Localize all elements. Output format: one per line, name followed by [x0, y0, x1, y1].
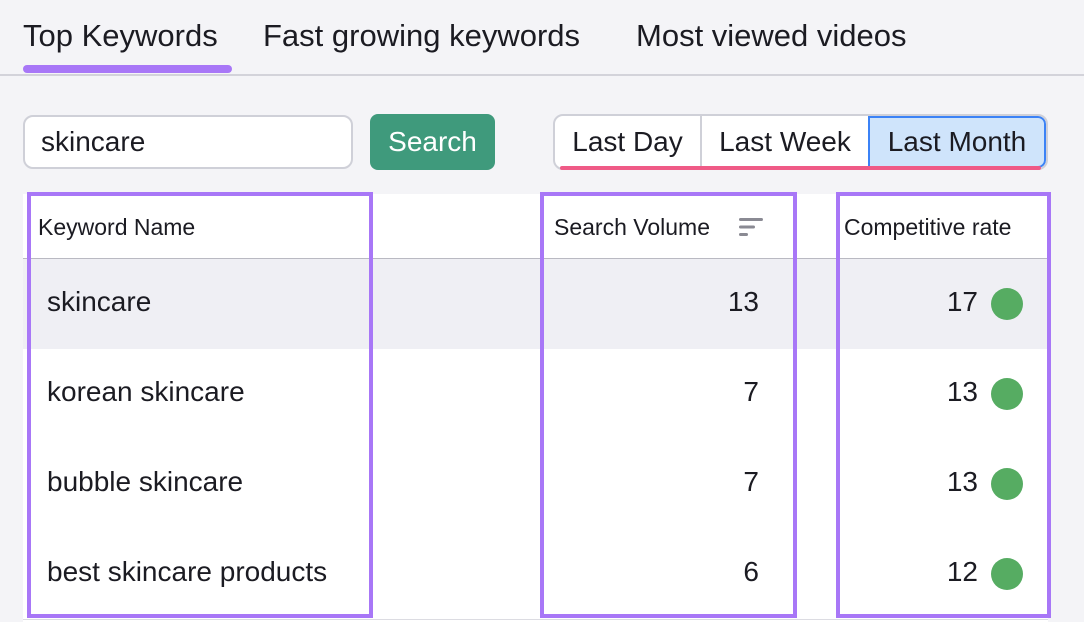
keyword-cell: skincare	[47, 286, 152, 317]
tab-top-keywords[interactable]: Top Keywords	[23, 18, 218, 53]
active-tab-indicator	[23, 65, 232, 73]
header-keyword-name[interactable]: Keyword Name	[38, 214, 196, 240]
search-input[interactable]	[23, 115, 353, 169]
search-volume-cell: 13	[727, 286, 759, 317]
header-search-volume[interactable]: Search Volume	[554, 214, 710, 240]
competitive-rate-cell: 13	[946, 466, 978, 497]
keyword-cell: best skincare products	[47, 556, 328, 587]
tab-most-viewed-videos[interactable]: Most viewed videos	[636, 18, 907, 53]
keyword-cell: bubble skincare	[47, 466, 244, 497]
status-dot-icon	[991, 468, 1023, 500]
tab-fast-growing-keywords[interactable]: Fast growing keywords	[263, 18, 581, 53]
status-dot-icon	[991, 288, 1023, 320]
header-competitive-rate[interactable]: Competitive rate	[844, 214, 1012, 240]
competitive-rate-cell: 13	[946, 376, 978, 407]
search-button[interactable]: Search	[370, 114, 495, 170]
search-volume-cell: 6	[743, 556, 759, 587]
period-highlight-underline	[560, 166, 1041, 170]
period-last-week[interactable]: Last Week	[700, 116, 868, 168]
table-row[interactable]: skincare 13 17	[23, 259, 1048, 350]
period-last-day[interactable]: Last Day	[572, 126, 683, 157]
competitive-rate-cell: 17	[946, 286, 978, 317]
table-row[interactable]: bubble skincare 7 13	[23, 439, 1048, 530]
sort-icon[interactable]	[739, 217, 763, 237]
competitive-rate-cell: 12	[946, 556, 978, 587]
tab-bar: Top Keywords Fast growing keywords Most …	[0, 0, 1084, 76]
status-dot-icon	[991, 378, 1023, 410]
status-dot-icon	[991, 558, 1023, 590]
search-volume-cell: 7	[743, 376, 759, 407]
table-row[interactable]: korean skincare 7 13	[23, 349, 1048, 440]
table-row[interactable]: best skincare products 6 12	[23, 529, 1048, 620]
search-volume-cell: 7	[743, 466, 759, 497]
period-last-month[interactable]: Last Month	[868, 116, 1046, 168]
keyword-cell: korean skincare	[47, 376, 245, 407]
table-header: Keyword Name Search Volume Competitive r…	[23, 194, 1048, 260]
period-selector: Last Day Last Week Last Month	[553, 114, 1048, 170]
keywords-table: Keyword Name Search Volume Competitive r…	[23, 194, 1048, 622]
